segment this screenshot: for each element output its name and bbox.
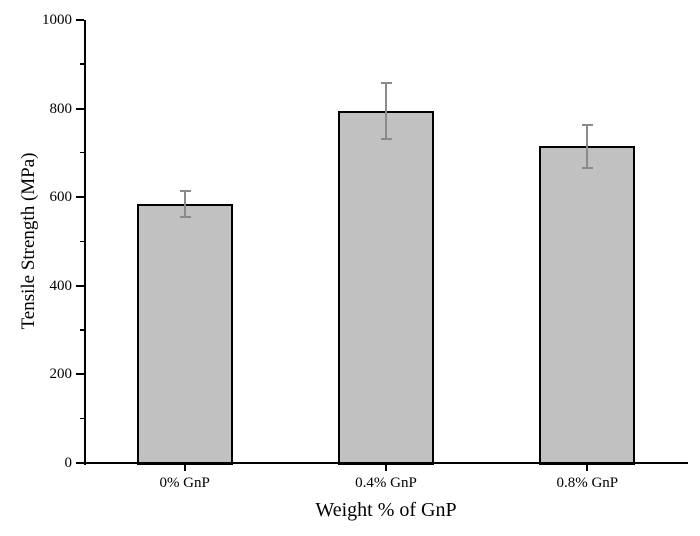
bar [338,110,434,465]
y-tick [76,19,84,21]
error-bar-line [183,190,186,218]
x-tick [586,464,589,471]
x-axis-title: Weight % of GnP [315,499,457,521]
y-minor-tick [80,63,84,65]
error-bar-cap [179,189,191,192]
y-axis [84,20,86,465]
error-bar-cap [381,81,392,84]
y-tick [76,373,84,376]
bar [136,203,233,465]
bar [539,146,636,465]
y-tick-label: 0 [64,455,73,471]
y-tick-label: 800 [49,100,73,117]
x-tick [183,464,186,471]
y-tick-label: 600 [49,189,73,206]
y-tick-label: 400 [49,277,73,294]
y-tick-label: 1000 [42,12,72,28]
x-tick [385,464,387,471]
y-tick [76,107,84,110]
y-minor-tick [80,151,84,154]
x-axis [84,462,688,464]
x-tick-label: 0.8% GnP [556,475,619,491]
y-minor-tick [80,240,84,242]
y-axis-title: Tensile Strength (MPa) [18,152,39,330]
error-bar-line [586,124,589,168]
error-bar-line [385,82,387,139]
y-tick [76,462,84,464]
error-bar-cap [381,137,392,140]
y-minor-tick [80,329,84,331]
y-minor-tick [80,417,84,420]
x-tick-label: 0% GnP [159,475,210,491]
error-bar-cap [582,123,594,126]
y-tick [76,196,84,199]
error-bar-cap [179,216,191,219]
x-tick-label: 0.4% GnP [355,475,417,491]
y-tick-label: 200 [49,366,73,383]
error-bar-cap [582,166,594,169]
y-tick [76,284,84,287]
